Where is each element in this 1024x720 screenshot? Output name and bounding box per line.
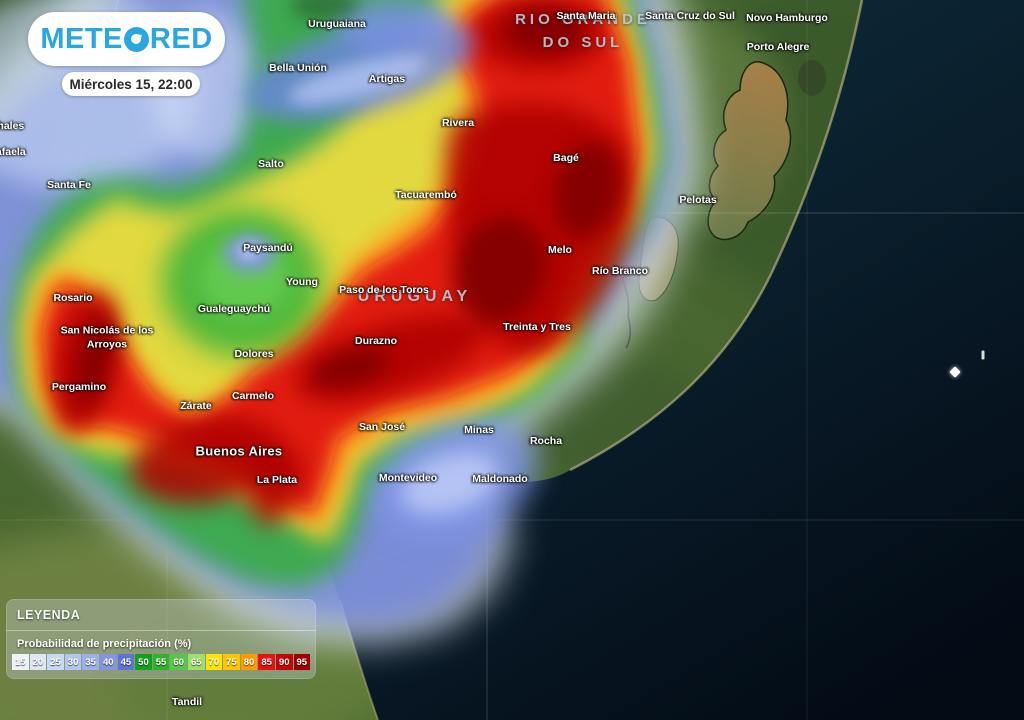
logo-text: METE RED: [40, 22, 213, 55]
overlay-gaps: [162, 0, 538, 537]
legend-scale: 15 20 25 30 35 40 45 50 55 60 65 70 75 80 85 90 95: [12, 654, 311, 670]
legend-panel: LEYENDA Probabilidad de precipitación (%…: [6, 599, 316, 679]
legend-cell: 75: [223, 654, 240, 670]
legend-cell: 65: [187, 654, 205, 670]
meteored-logo: METE RED: [28, 12, 225, 66]
legend-cell: 45: [117, 654, 135, 670]
legend-cell: 60: [170, 654, 187, 670]
legend-cell: 80: [240, 654, 258, 670]
lagoon-small: [798, 60, 826, 96]
legend-cell: 70: [205, 654, 223, 670]
legend-cell: 90: [275, 654, 293, 670]
legend-cell: 95: [293, 654, 311, 670]
precipitation-overlay: [0, 0, 702, 645]
legend-cell: 20: [29, 654, 47, 670]
legend-cell: 85: [258, 654, 275, 670]
legend-header: LEYENDA: [6, 599, 316, 631]
legend-cell: 30: [64, 654, 82, 670]
forecast-datetime: Miércoles 15, 22:00: [62, 72, 200, 96]
legend-body: Probabilidad de precipitación (%) 15 20 25…: [6, 631, 316, 679]
legend-cell: 50: [135, 654, 152, 670]
legend-cell: 25: [47, 654, 64, 670]
legend-subtitle: Probabilidad de precipitación (%): [17, 638, 192, 650]
coastline-beach: [569, 0, 864, 472]
legend-cell: 15: [12, 654, 29, 670]
legend-cell: 40: [99, 654, 117, 670]
logo-drop-icon: [123, 26, 149, 52]
legend-title: LEYENDA: [17, 608, 81, 622]
lagoa-dos-patos: [707, 61, 792, 241]
legend-cell: 35: [82, 654, 99, 670]
legend-cell: 55: [152, 654, 170, 670]
